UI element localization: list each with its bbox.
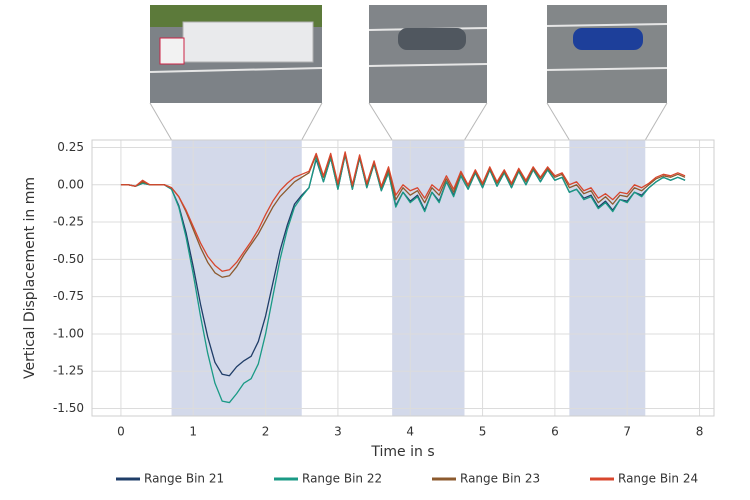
photo-car-blue (546, 5, 668, 103)
connector (301, 102, 323, 141)
x-tick-label: 0 (117, 425, 125, 439)
photo-truck (149, 5, 323, 103)
legend-label: Range Bin 23 (460, 472, 540, 486)
y-axis-label: Vertical Displacement in mm (22, 177, 38, 379)
y-tick-label: -1.00 (53, 326, 84, 340)
legend-label: Range Bin 21 (144, 472, 224, 486)
y-tick-label: -0.50 (53, 252, 84, 266)
connector (464, 102, 488, 141)
series-line (120, 152, 686, 278)
x-tick-label: 4 (406, 425, 414, 439)
y-tick-label: 0.00 (57, 177, 84, 191)
x-tick-label: 8 (696, 425, 704, 439)
connector (546, 102, 570, 141)
x-tick-label: 2 (262, 425, 270, 439)
y-tick-label: -0.25 (53, 215, 84, 229)
x-tick-label: 3 (334, 425, 342, 439)
legend-label: Range Bin 22 (302, 472, 382, 486)
highlight-span (569, 140, 646, 416)
legend-label: Range Bin 24 (618, 472, 698, 486)
connector (368, 102, 393, 141)
highlight-span (392, 140, 465, 416)
y-tick-label: 0.25 (57, 140, 84, 154)
connector (149, 102, 172, 141)
series-line (120, 151, 686, 272)
y-tick-label: -1.50 (53, 401, 84, 415)
series-line (120, 154, 686, 404)
connector (644, 102, 668, 141)
x-axis-label: Time in s (370, 444, 434, 460)
x-tick-label: 6 (551, 425, 559, 439)
x-tick-label: 7 (623, 425, 631, 439)
photo-car-gray (368, 5, 488, 103)
plot-frame (91, 139, 715, 417)
x-tick-label: 5 (479, 425, 487, 439)
highlight-span (171, 140, 302, 416)
y-tick-label: -1.25 (53, 364, 84, 378)
x-tick-label: 1 (189, 425, 197, 439)
y-tick-label: -0.75 (53, 289, 84, 303)
